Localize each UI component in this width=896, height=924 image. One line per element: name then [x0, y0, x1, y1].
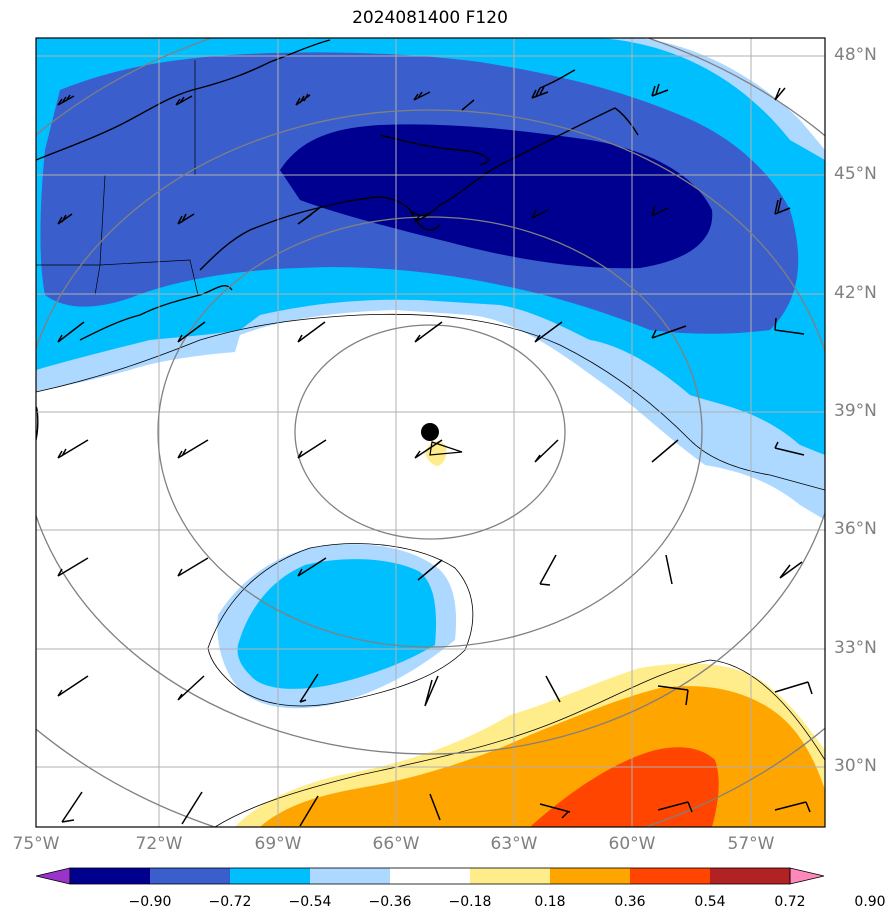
contour-fill-cyan-south	[237, 559, 437, 689]
colorbar-tick-label: 0.18	[534, 894, 566, 910]
contour-line-north	[36, 313, 825, 491]
colorbar-tick-label: 0.72	[774, 894, 806, 910]
contour-line-south	[214, 659, 825, 827]
lon-label: 57°W	[727, 834, 775, 854]
colorbar-tick-label: −0.54	[288, 894, 332, 910]
colorbar-segment	[630, 868, 710, 884]
colorbar-segment	[150, 868, 230, 884]
map-canvas	[35, 37, 826, 828]
storm-center-marker	[421, 423, 439, 441]
lat-label: 36°N	[834, 519, 877, 539]
colorbar-tick-label: 0.36	[614, 894, 646, 910]
coastline-northeast	[36, 39, 639, 441]
colorbar-extend-low	[35, 867, 71, 885]
colorbar-tick-label: −0.72	[208, 894, 252, 910]
lat-label: 33°N	[834, 638, 877, 658]
storm-motion-vector	[429, 441, 463, 456]
colorbar-tick-label: 0.90	[854, 894, 886, 910]
map-frame	[35, 37, 826, 828]
range-rings	[36, 38, 825, 827]
colorbar-segment	[310, 868, 390, 884]
lon-label: 63°W	[490, 834, 538, 854]
colorbar-segment	[550, 868, 630, 884]
colorbar-segment	[710, 868, 790, 884]
map-title: 2024081400 F120	[352, 8, 508, 28]
colorbar-tick-label: −0.36	[368, 894, 412, 910]
colorbar-frame	[69, 867, 791, 885]
lat-label: 45°N	[834, 164, 877, 184]
colorbar-segment	[70, 868, 150, 884]
gridlines	[36, 38, 825, 827]
lon-label: 69°W	[254, 834, 302, 854]
lat-label: 42°N	[834, 283, 877, 303]
lon-label: 75°W	[12, 834, 60, 854]
contour-fill-navy-north	[280, 124, 713, 269]
colorbar	[35, 867, 825, 885]
colorbar-extend-high	[789, 867, 825, 885]
wind-barbs	[57, 83, 813, 827]
lon-label: 72°W	[135, 834, 183, 854]
lat-label: 48°N	[834, 45, 877, 65]
colorbar-segment	[230, 868, 310, 884]
colorbar-segment	[390, 868, 470, 884]
lon-label: 60°W	[608, 834, 656, 854]
lat-label: 30°N	[834, 756, 877, 776]
contour-line-south-blob	[207, 543, 474, 707]
colorbar-tick-label: −0.90	[128, 894, 172, 910]
colorbar-tick-label: −0.18	[448, 894, 492, 910]
lon-label: 66°W	[372, 834, 420, 854]
lat-label: 39°N	[834, 401, 877, 421]
colorbar-tick-label: 0.54	[694, 894, 726, 910]
colorbar-segment	[470, 868, 550, 884]
